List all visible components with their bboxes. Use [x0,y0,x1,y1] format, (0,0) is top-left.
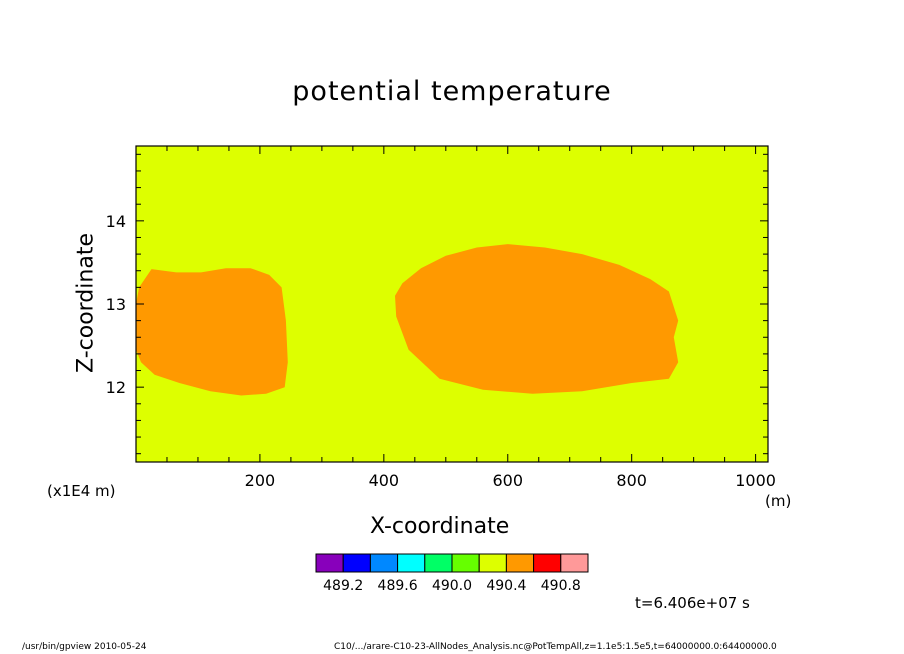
colorbar-swatch [560,553,589,573]
colorbar: 489.2 489.6 490.0 490.4 490.8 [315,553,589,594]
y-tick-label: 14 [106,212,126,231]
x-tick-label: 800 [616,471,647,490]
x-tick-label: 600 [492,471,523,490]
colorbar-label: 489.2 [323,578,363,594]
colorbar-swatch [451,553,480,573]
contour-region-1 [136,268,288,396]
colorbar-swatch [424,553,453,573]
colorbar-label: 489.6 [378,578,418,594]
axis-tick-labels: 200 400 600 800 1000 12 13 14 [106,212,776,490]
y-tick-label: 12 [106,378,126,397]
x-axis-unit: (m) [765,492,792,510]
axis-ticks [136,146,768,462]
footer-program-date: /usr/bin/gpview 2010-05-24 [22,642,147,652]
contour-regions [136,146,768,462]
chart-title: potential temperature [292,76,612,107]
colorbar-swatch [478,553,507,573]
colorbar-swatch [397,553,426,573]
colorbar-swatch [342,553,371,573]
y-axis-label: Z-coordinate [73,233,99,373]
colorbar-label: 490.0 [432,578,472,594]
colorbar-swatch [369,553,399,573]
y-axis-unit: (x1E4 m) [47,482,116,500]
x-tick-label: 200 [245,471,276,490]
contour-region-2 [395,244,679,394]
colorbar-swatch [505,553,535,573]
colorbar-label: 490.8 [541,578,581,594]
colorbar-label: 490.4 [486,578,526,594]
time-annotation: t=6.406e+07 s [635,594,750,612]
x-tick-label: 400 [369,471,400,490]
colorbar-swatch [533,553,562,573]
x-axis-label: X-coordinate [370,514,510,539]
x-tick-label: 1000 [735,471,776,490]
footer-data-source: C10/.../arare-C10-23-AllNodes_Analysis.n… [334,642,777,652]
y-tick-label: 13 [106,295,126,314]
colorbar-swatch [315,553,344,573]
